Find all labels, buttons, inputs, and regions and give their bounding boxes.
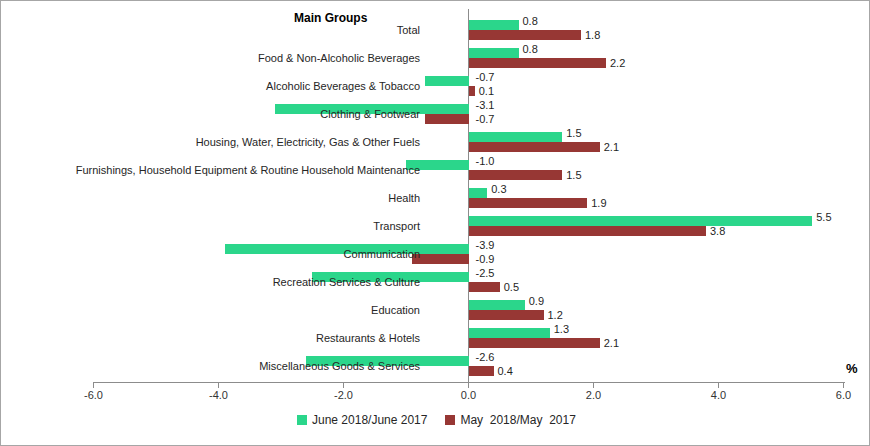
value-label: 5.5 xyxy=(816,211,831,223)
bar-june xyxy=(469,216,813,226)
value-label: 0.4 xyxy=(498,365,513,377)
category-label: Communication xyxy=(344,247,420,261)
x-tick-label: 6.0 xyxy=(836,389,851,401)
x-tick xyxy=(468,382,469,388)
x-tick xyxy=(343,382,344,388)
value-label: 0.9 xyxy=(529,295,544,307)
legend-label: May 2018/May 2017 xyxy=(460,413,575,427)
bar-june xyxy=(469,20,519,30)
legend: June 2018/June 2017 May 2018/May 2017 xyxy=(297,413,576,427)
x-tick xyxy=(593,382,594,388)
bar-may xyxy=(469,198,588,208)
bar-may xyxy=(469,58,607,68)
legend-swatch-icon xyxy=(297,415,307,425)
category-label: Restaurants & Hotels xyxy=(316,331,420,345)
value-label: -3.1 xyxy=(476,99,495,111)
bar-june xyxy=(469,328,550,338)
value-label: -3.9 xyxy=(476,239,495,251)
value-label: 2.1 xyxy=(604,337,619,349)
value-label: 1.3 xyxy=(554,323,569,335)
value-label: -2.5 xyxy=(476,267,495,279)
value-label: 2.2 xyxy=(610,57,625,69)
value-label: 1.8 xyxy=(585,29,600,41)
bar-june xyxy=(469,188,488,198)
value-label: 1.5 xyxy=(566,169,581,181)
category-label: Alcoholic Beverages & Tobacco xyxy=(266,79,420,93)
legend-item: May 2018/May 2017 xyxy=(445,413,575,427)
bar-june xyxy=(425,76,469,86)
bar-may xyxy=(469,170,563,180)
bar-may xyxy=(469,282,500,292)
category-label: Housing, Water, Electricity, Gas & Other… xyxy=(196,135,420,149)
value-label: 0.8 xyxy=(523,43,538,55)
bar-may xyxy=(469,142,600,152)
x-tick-label: -2.0 xyxy=(334,389,353,401)
x-tick xyxy=(218,382,219,388)
value-label: 1.5 xyxy=(566,127,581,139)
x-tick-label: -4.0 xyxy=(209,389,228,401)
bar-may xyxy=(469,30,582,40)
x-tick xyxy=(93,382,94,388)
bar-may xyxy=(412,254,468,264)
chart-canvas: Main Groups % 0.8 1.8 Total 0.8 2.2 Food & No… xyxy=(0,0,870,446)
x-tick-label: 4.0 xyxy=(711,389,726,401)
value-label: -0.7 xyxy=(476,113,495,125)
value-label: -0.9 xyxy=(476,253,495,265)
value-label: -0.7 xyxy=(476,71,495,83)
value-label: 1.2 xyxy=(548,309,563,321)
x-tick-label: -6.0 xyxy=(84,389,103,401)
value-label: 0.3 xyxy=(491,183,506,195)
category-label: Total xyxy=(397,23,420,37)
x-tick-label: 0.0 xyxy=(461,389,476,401)
legend-label: June 2018/June 2017 xyxy=(312,413,427,427)
x-tick-label: 2.0 xyxy=(586,389,601,401)
x-axis-line xyxy=(94,382,845,383)
value-label: -2.6 xyxy=(476,351,495,363)
bar-may xyxy=(469,366,494,376)
category-label: Health xyxy=(388,191,420,205)
bar-june xyxy=(469,48,519,58)
bar-june xyxy=(469,132,563,142)
bar-may xyxy=(425,114,469,124)
category-label: Clothing & Footwear xyxy=(320,107,420,121)
chart-title: Main Groups xyxy=(294,11,367,25)
bar-may xyxy=(469,338,600,348)
value-label: 0.1 xyxy=(479,85,494,97)
legend-swatch-icon xyxy=(445,415,455,425)
category-label: Miscellaneous Goods & Services xyxy=(259,359,420,373)
category-label: Furnishings, Household Equipment & Routi… xyxy=(76,163,420,177)
category-label: Recreation Services & Culture xyxy=(273,275,420,289)
value-label: -1.0 xyxy=(476,155,495,167)
value-label: 1.9 xyxy=(591,197,606,209)
value-label: 0.5 xyxy=(504,281,519,293)
category-label: Food & Non-Alcoholic Beverages xyxy=(258,51,420,65)
legend-item: June 2018/June 2017 xyxy=(297,413,427,427)
bar-may xyxy=(469,226,707,236)
value-label: 0.8 xyxy=(523,15,538,27)
bar-may xyxy=(469,310,544,320)
value-label: 3.8 xyxy=(710,225,725,237)
percent-axis-unit-label: % xyxy=(846,361,858,376)
bar-may xyxy=(469,86,475,96)
category-label: Education xyxy=(371,303,420,317)
category-label: Transport xyxy=(373,219,420,233)
bar-june xyxy=(469,300,525,310)
x-tick xyxy=(718,382,719,388)
value-label: 2.1 xyxy=(604,141,619,153)
x-tick xyxy=(843,382,844,388)
